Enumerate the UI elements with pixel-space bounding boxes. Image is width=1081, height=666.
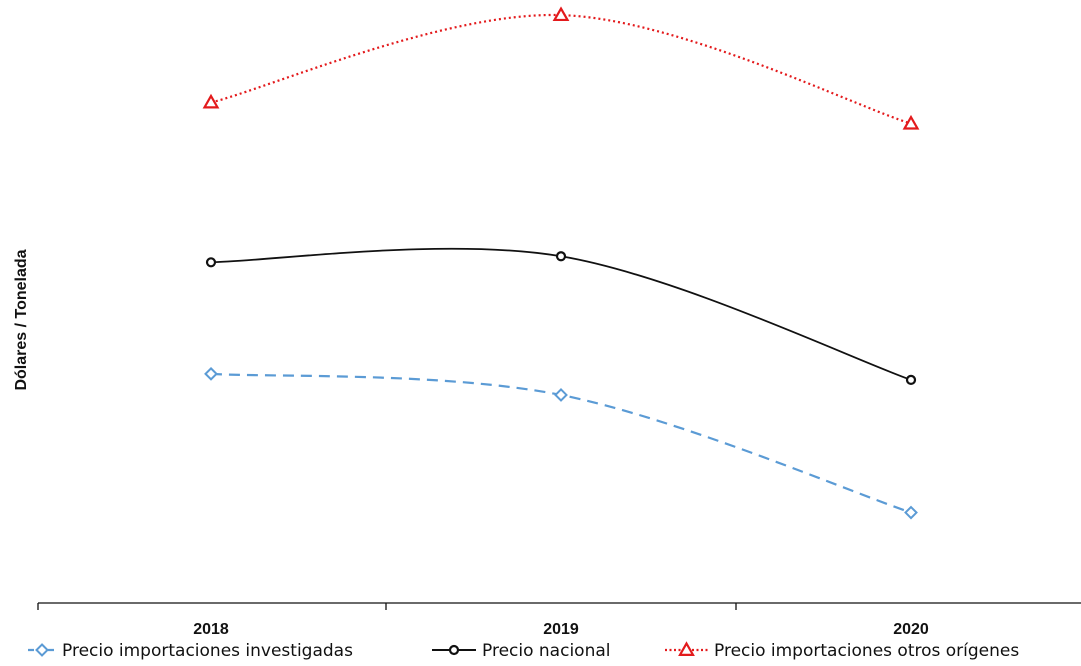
data-point-marker <box>202 93 220 109</box>
y-axis-label: Dólares / Tonelada <box>13 249 30 390</box>
legend-label: Precio importaciones investigadas <box>62 641 353 661</box>
data-point-marker <box>905 374 917 385</box>
plot-area <box>202 6 920 520</box>
x-tick-label: 2019 <box>543 621 579 638</box>
legend-label: Precio importaciones otros orígenes <box>714 641 1019 661</box>
legend-swatch-marker <box>448 644 460 656</box>
x-tick-label: 2020 <box>893 621 929 638</box>
data-point-marker <box>205 257 217 268</box>
series-line <box>210 247 912 381</box>
series-2 <box>205 247 917 385</box>
legend-swatch-marker <box>678 641 695 656</box>
legend-item: Precio nacional <box>432 641 610 661</box>
x-axis: 2018 2019 2020 <box>37 602 1081 638</box>
data-point-marker <box>902 114 920 130</box>
series-3 <box>202 6 920 130</box>
series-line <box>210 13 912 125</box>
legend-item: Precio importaciones otros orígenes <box>665 641 1019 661</box>
data-point-marker <box>555 251 567 262</box>
data-point-marker <box>204 366 218 381</box>
legend-item: Precio importaciones investigadas <box>28 641 353 661</box>
data-point-marker <box>552 6 570 22</box>
legend-label: Precio nacional <box>482 641 610 661</box>
legend-swatch-marker <box>35 643 49 657</box>
data-point-marker <box>904 505 918 520</box>
legend: Precio importaciones investigadas Precio … <box>28 641 1019 661</box>
data-point-marker <box>554 388 568 402</box>
x-tick-label: 2018 <box>193 621 229 638</box>
series-1 <box>204 366 918 520</box>
